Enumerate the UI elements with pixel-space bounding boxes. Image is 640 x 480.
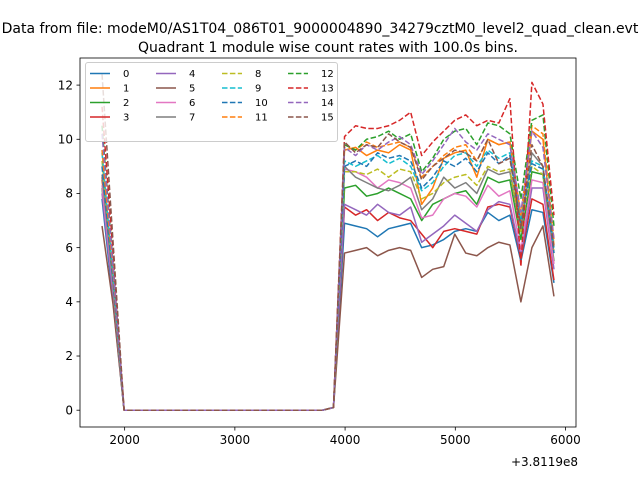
series-line-15 (101, 74, 555, 411)
legend-label-3: 3 (123, 113, 129, 124)
y-tick-label: 4 (65, 295, 73, 309)
x-offset-label: +3.8119e8 (511, 455, 578, 469)
legend-label-8: 8 (255, 69, 261, 80)
chart-title: Quadrant 1 module wise count rates with … (138, 40, 518, 56)
axes-frame (79, 57, 577, 428)
y-tick-label: 0 (65, 403, 73, 417)
legend-label-9: 9 (255, 84, 261, 95)
legend-label-14: 14 (321, 98, 334, 109)
legend-label-0: 0 (123, 69, 129, 80)
y-tick-label: 8 (65, 187, 73, 201)
legend-label-7: 7 (189, 113, 195, 124)
y-tick-label: 2 (65, 349, 73, 363)
x-tick-label: 4000 (330, 433, 361, 447)
legend-label-10: 10 (255, 98, 268, 109)
series-line-10 (101, 152, 555, 411)
legend-label-1: 1 (123, 84, 129, 95)
x-tick-label: 3000 (220, 433, 251, 447)
legend-label-11: 11 (255, 113, 268, 124)
x-tick-label: 5000 (440, 433, 471, 447)
legend-label-15: 15 (321, 113, 334, 124)
legend-label-13: 13 (321, 84, 334, 95)
series-line-14 (101, 127, 555, 411)
legend-label-4: 4 (189, 69, 195, 80)
y-tick-label: 6 (65, 241, 73, 255)
legend-label-2: 2 (123, 98, 129, 109)
legend-label-6: 6 (189, 98, 195, 109)
legend-box (85, 62, 338, 142)
legend-label-5: 5 (189, 84, 195, 95)
legend-label-12: 12 (321, 69, 334, 80)
series-layer (101, 74, 555, 411)
chart-suptitle: Data from file: modeM0/AS1T04_086T01_900… (2, 21, 639, 37)
x-tick-label: 6000 (550, 433, 581, 447)
x-tick-label: 2000 (109, 433, 140, 447)
y-tick-label: 10 (58, 132, 73, 146)
y-tick-label: 12 (58, 78, 73, 92)
